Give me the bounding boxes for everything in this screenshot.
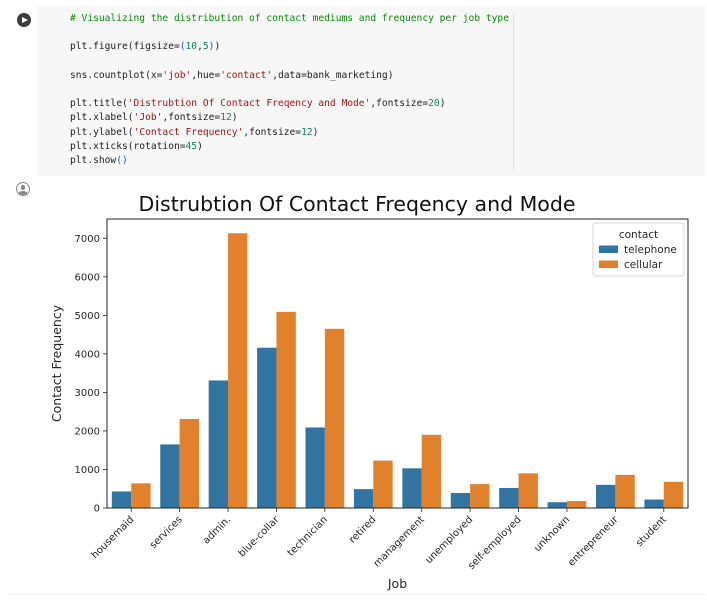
bar-telephone-unknown (547, 502, 567, 508)
notebook-cell: # Visualizing the distribution of contac… (8, 6, 705, 598)
x-axis-label: Job (387, 576, 407, 591)
output-user-icon[interactable] (16, 182, 30, 196)
code-line: plt.show() (70, 155, 128, 167)
bar-telephone-management (402, 468, 422, 508)
legend: contact telephone cellular (592, 222, 685, 277)
code-line: plt.title('Distrubtion Of Contact Freqen… (70, 98, 446, 110)
x-tick-label: retired (347, 514, 378, 545)
x-tick-label: management (372, 514, 427, 569)
y-tick-label: 1000 (75, 465, 100, 476)
bar-cellular-unemployed (470, 484, 490, 508)
x-tick-label: unknown (532, 514, 572, 554)
bar-telephone-unemployed (450, 492, 471, 508)
legend-title: contact (619, 229, 658, 241)
x-tick-label: entrepreneur (566, 514, 621, 569)
cell-bottom-border (8, 594, 705, 595)
code-line: plt.ylabel('Contact Frequency',fontsize=… (70, 126, 319, 138)
countplot-chart: Distrubtion Of Contact Freqency and Mode… (49, 192, 689, 591)
bar-cellular-unknown (566, 501, 587, 508)
code-text[interactable]: # Visualizing the distribution of contac… (70, 12, 509, 168)
bar-telephone-technician (305, 427, 325, 508)
bar-telephone-blue-collar (257, 347, 277, 508)
plot-frame (106, 218, 689, 509)
code-line: sns.countplot(x='job',hue='contact',data… (70, 69, 394, 81)
y-tick-label: 5000 (75, 311, 100, 322)
x-tick-label: technician (286, 514, 330, 558)
bar-cellular-technician (324, 328, 345, 508)
legend-swatch-telephone (599, 245, 618, 253)
editor-ruler (513, 12, 514, 170)
y-tick-label: 2000 (75, 427, 100, 438)
cell-output: Distrubtion Of Contact Freqency and Mode… (36, 178, 705, 598)
y-tick-label: 7000 (75, 234, 100, 245)
code-editor[interactable]: # Visualizing the distribution of contac… (36, 6, 705, 176)
y-tick-label: 0 (94, 504, 100, 515)
bar-telephone-services (160, 444, 180, 508)
x-tick-label: self-employed (466, 514, 523, 571)
bar-telephone-self-employed (499, 487, 519, 508)
code-line: plt.xticks(rotation=45) (70, 140, 203, 152)
bar-cellular-admin (228, 233, 248, 508)
code-line: # Visualizing the distribution of contac… (70, 13, 509, 24)
y-tick-label: 3000 (75, 388, 100, 399)
legend-label-cellular: cellular (624, 259, 663, 271)
x-tick-label: student (634, 514, 669, 549)
code-line: plt.xlabel('Job',fontsize=12) (70, 112, 238, 124)
code-line: plt.figure(figsize=(10,5)) (70, 41, 221, 53)
x-tick-label: blue-collar (237, 514, 283, 560)
y-tick-label: 6000 (75, 272, 100, 283)
run-cell-button[interactable] (17, 13, 31, 27)
legend-label-telephone: telephone (624, 244, 677, 256)
x-tick-label: services (148, 514, 185, 551)
bar-cellular-student (663, 481, 684, 508)
bar-cellular-entrepreneur (615, 474, 635, 508)
bar-cellular-blue-collar (276, 311, 296, 508)
bar-cellular-services (179, 418, 199, 508)
y-tick-label: 4000 (75, 349, 100, 360)
bar-telephone-entrepreneur (596, 484, 616, 508)
bar-cellular-self-employed (518, 473, 538, 508)
y-axis-label: Contact Frequency (49, 304, 64, 422)
bar-telephone-retired (353, 489, 374, 508)
bar-telephone-admin (208, 380, 229, 508)
bar-cellular-management (421, 434, 442, 508)
legend-swatch-cellular (599, 260, 618, 268)
bar-cellular-retired (373, 460, 393, 508)
x-tick-label: admin. (201, 514, 233, 546)
chart-title: Distrubtion Of Contact Freqency and Mode (139, 192, 576, 216)
x-tick-label: unemployed (423, 514, 475, 566)
bar-telephone-housemaid (111, 491, 132, 508)
bar-telephone-student (644, 499, 664, 508)
x-tick-label: housemaid (90, 514, 137, 561)
bar-cellular-housemaid (131, 483, 151, 508)
